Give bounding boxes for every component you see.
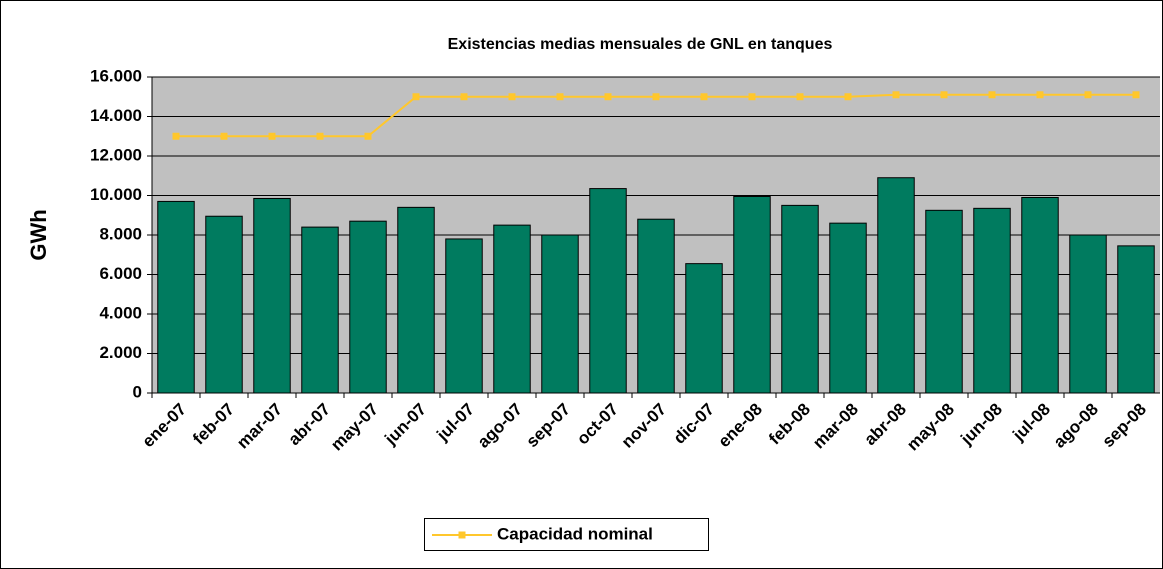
bar (349, 220, 387, 394)
line-marker (508, 93, 516, 101)
line-marker (652, 93, 660, 101)
legend-label: Capacidad nominal (497, 524, 653, 543)
bar (925, 209, 963, 394)
bar (1021, 196, 1059, 394)
line-marker (844, 93, 852, 101)
bar (157, 200, 195, 394)
bar (1069, 234, 1107, 394)
line-marker (364, 132, 372, 140)
y-tick-label: 14.000 (90, 106, 142, 125)
y-axis-label: GWh (26, 209, 51, 260)
y-tick-label: 8.000 (99, 224, 142, 243)
line-marker (748, 93, 756, 101)
bar (253, 197, 291, 394)
line-marker (988, 91, 996, 99)
bar (301, 226, 339, 394)
line-marker (268, 132, 276, 140)
line-marker (172, 132, 180, 140)
y-tick-label: 10.000 (90, 185, 142, 204)
line-marker (1036, 91, 1044, 99)
bar (541, 234, 579, 394)
line-marker (940, 91, 948, 99)
y-tick-label: 16.000 (90, 66, 142, 85)
line-marker (892, 91, 900, 99)
bar (973, 207, 1011, 394)
bar (397, 206, 435, 394)
bar (205, 215, 243, 394)
line-marker (460, 93, 468, 101)
line-marker (1084, 91, 1092, 99)
bar (493, 224, 531, 394)
line-marker (796, 93, 804, 101)
y-tick-label: 6.000 (99, 264, 142, 283)
bar (877, 177, 915, 394)
chart-title: Existencias medias mensuales de GNL en t… (448, 36, 833, 53)
line-marker (316, 132, 324, 140)
line-marker (1132, 91, 1140, 99)
line-marker (700, 93, 708, 101)
bar (829, 222, 867, 394)
bar (685, 263, 723, 394)
bar (589, 188, 627, 394)
line-marker (412, 93, 420, 101)
line-marker (556, 93, 564, 101)
line-marker (220, 132, 228, 140)
y-tick-label: 4.000 (99, 303, 142, 322)
line-marker (604, 93, 612, 101)
y-tick-label: 0 (133, 382, 142, 401)
y-tick-label: 12.000 (90, 145, 142, 164)
legend-marker (458, 531, 466, 539)
bar (781, 204, 819, 394)
bar (733, 195, 771, 394)
bar (1117, 245, 1155, 394)
y-tick-label: 2.000 (99, 343, 142, 362)
bar (637, 218, 675, 394)
bar (445, 238, 483, 394)
